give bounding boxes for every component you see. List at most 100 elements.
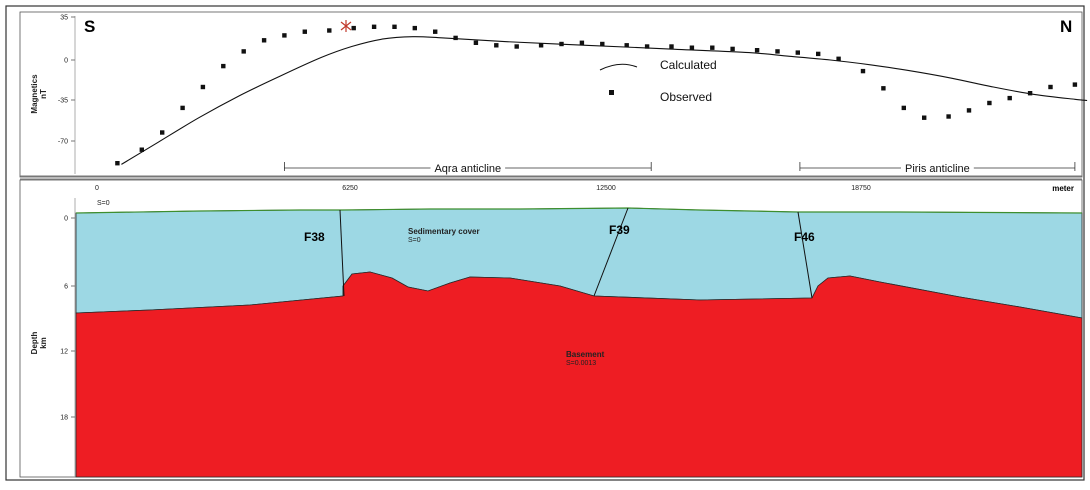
observed-point	[412, 25, 417, 31]
observed-point	[836, 56, 841, 61]
legend-observed-label: Observed	[660, 90, 712, 104]
depth-axis-label: Depth	[30, 332, 39, 355]
depth-y-tick: 18	[60, 415, 75, 422]
anticline-bracket: Aqra anticline	[283, 162, 652, 175]
observed-point	[775, 49, 780, 54]
sedimentary-cover-susceptibility: S=0	[408, 237, 421, 244]
x-tick-label: 18750	[851, 185, 871, 192]
north-label: N	[1060, 17, 1072, 36]
observed-point	[473, 40, 479, 45]
magnetics-y-tick: 35	[60, 15, 75, 22]
depth-y-tick: 6	[64, 284, 75, 291]
observed-point	[966, 108, 972, 113]
observed-point	[624, 43, 629, 48]
fault-line-f46	[797, 211, 813, 299]
observed-point	[579, 40, 585, 45]
x-unit-label: meter	[1052, 184, 1074, 193]
observed-point	[559, 41, 564, 47]
observed-point	[514, 44, 519, 49]
magnetics-axis-title: Magnetics nT	[30, 74, 48, 114]
magnetics-y-tick: -35	[58, 98, 75, 105]
observed-point	[241, 49, 246, 54]
anticline-label: Piris anticline	[905, 163, 970, 175]
x-tick-label: 12500	[596, 185, 616, 192]
legend: Calculated Observed	[599, 58, 717, 104]
depth-y-tick: 12	[60, 349, 75, 356]
legend-calculated-line-icon	[599, 63, 638, 71]
observed-point	[710, 45, 715, 50]
observed-point	[860, 68, 866, 74]
observed-point	[795, 50, 800, 55]
magnetics-axis-label: Magnetics	[30, 74, 39, 114]
observed-point	[261, 38, 267, 43]
observed-point	[282, 33, 287, 38]
observed-point	[600, 41, 605, 47]
observed-point	[351, 25, 356, 31]
magnetics-y-tick: -70	[58, 139, 75, 146]
magnetics-y-ticks: 35 0 -35 -70	[58, 15, 75, 146]
observed-point	[730, 46, 735, 52]
anticline-label: Aqra anticline	[434, 163, 501, 175]
observed-point	[160, 130, 165, 135]
magnetics-y-tick-label: -70	[58, 139, 68, 146]
basement-susceptibility: S=0.0013	[566, 360, 596, 367]
fault-label-f39: F39	[609, 223, 630, 237]
observed-point	[754, 48, 760, 53]
fault-label-f38: F38	[304, 230, 325, 244]
observed-point	[669, 44, 674, 49]
observed-point	[881, 86, 886, 91]
observed-point	[689, 45, 695, 50]
observed-point	[494, 43, 499, 48]
legend-calculated-label: Calculated	[660, 58, 717, 72]
observed-point	[816, 51, 821, 57]
fault-label-f46: F46	[794, 230, 815, 244]
observed-point	[1007, 95, 1012, 101]
magnetics-panel-frame	[19, 11, 1083, 178]
observed-point	[901, 105, 906, 111]
observed-points	[115, 24, 1078, 166]
magnetics-y-tick-label: 35	[60, 15, 68, 22]
magnetics-y-tick-label: 0	[64, 58, 68, 65]
observed-point	[200, 84, 206, 90]
basement-label: Basement	[566, 350, 605, 359]
observed-point	[453, 35, 458, 41]
topography-line	[75, 207, 1083, 214]
origin-susceptibility-label: S=0	[97, 200, 110, 207]
x-tick-label: 0	[95, 185, 99, 192]
station-marker-icon	[340, 20, 352, 32]
anticline-brackets: Aqra anticline Piris anticline	[283, 162, 1076, 175]
observed-point	[987, 100, 992, 106]
x-tick-label: 6250	[342, 185, 358, 192]
observed-point	[327, 28, 332, 33]
calculated-curve	[121, 36, 1088, 165]
magnetics-axis-unit: nT	[39, 89, 48, 99]
observed-point	[115, 161, 120, 166]
depth-y-tick-label: 6	[64, 284, 68, 291]
observed-point	[1048, 84, 1053, 90]
observed-point	[180, 105, 185, 111]
legend-observed-marker-icon	[609, 90, 614, 95]
observed-point	[221, 63, 226, 69]
magnetics-y-tick: 0	[64, 58, 75, 65]
observed-point	[302, 29, 307, 34]
fault-line-f38	[339, 209, 345, 297]
depth-y-tick-label: 12	[60, 349, 68, 356]
depth-y-tick: 0	[64, 216, 75, 223]
observed-point	[946, 114, 951, 119]
magnetics-y-tick-label: -35	[58, 98, 68, 105]
anticline-bracket: Piris anticline	[799, 162, 1076, 175]
observed-point	[1072, 82, 1078, 87]
observed-point	[139, 147, 144, 152]
depth-y-ticks: 0 6 12 18	[60, 216, 75, 422]
depth-y-tick-label: 18	[60, 415, 68, 422]
fault-line-f39	[593, 207, 629, 297]
observed-point	[644, 44, 650, 49]
depth-axis-title: Depth km	[30, 332, 48, 355]
observed-point	[433, 29, 438, 34]
observed-point	[922, 115, 927, 120]
basement-body	[75, 271, 1083, 478]
observed-point	[1027, 91, 1033, 96]
south-label: S	[84, 17, 95, 36]
